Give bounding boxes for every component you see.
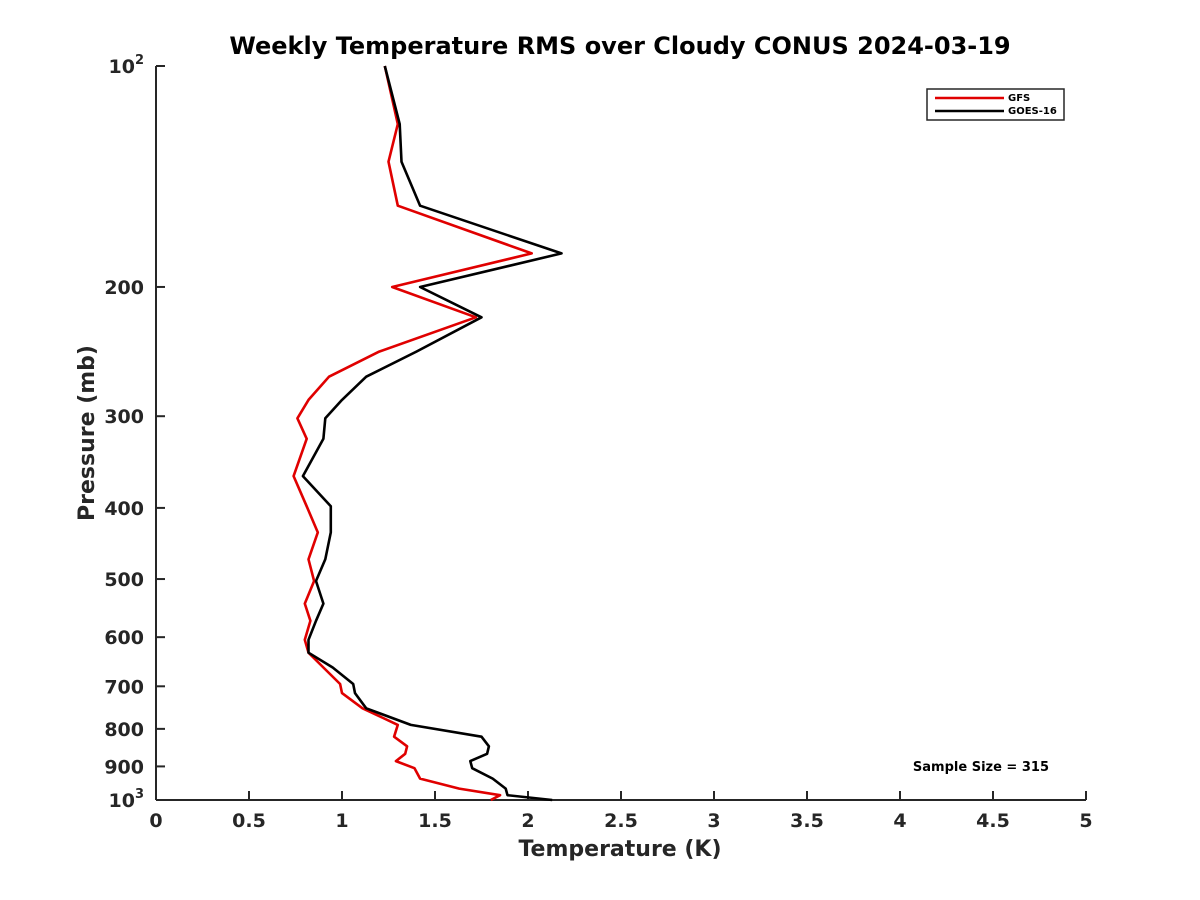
x-tick-label: 4.5 bbox=[976, 810, 1010, 832]
x-ticks: 0 0.5 1 1.5 2 2.5 3 3.5 4 4.5 5 bbox=[149, 791, 1093, 832]
x-tick-label: 2.5 bbox=[604, 810, 638, 832]
legend-label-goes16: GOES-16 bbox=[1008, 106, 1057, 117]
y-tick-label: 500 bbox=[104, 569, 144, 591]
y-tick-label: 102 bbox=[109, 53, 145, 78]
y-tick-label: 200 bbox=[104, 277, 144, 299]
x-tick-label: 1.5 bbox=[418, 810, 452, 832]
x-tick-label: 0.5 bbox=[232, 810, 266, 832]
x-tick-label: 2 bbox=[521, 810, 534, 832]
series-layer bbox=[292, 65, 563, 802]
legend: GFS GOES-16 bbox=[926, 88, 1065, 121]
y-tick-label: 900 bbox=[104, 756, 144, 778]
series-line-gfs bbox=[292, 65, 534, 802]
y-tick-label: 103 bbox=[109, 787, 145, 812]
sample-size-annotation: Sample Size = 315 bbox=[913, 760, 1049, 775]
y-tick-label: 300 bbox=[104, 406, 144, 428]
x-tick-label: 4 bbox=[893, 810, 906, 832]
x-axis-label: Temperature (K) bbox=[518, 837, 721, 862]
y-tick-label: 600 bbox=[104, 627, 144, 649]
legend-box bbox=[926, 88, 1065, 121]
x-tick-label: 3 bbox=[707, 810, 720, 832]
chart-title: Weekly Temperature RMS over Cloudy CONUS… bbox=[229, 32, 1010, 60]
series-line-goes-16 bbox=[301, 65, 563, 802]
y-ticks: 102 200 300 400 500 600 700 800 900 103 bbox=[104, 53, 165, 812]
x-tick-label: 5 bbox=[1079, 810, 1092, 832]
x-tick-label: 1 bbox=[335, 810, 348, 832]
x-tick-label: 3.5 bbox=[790, 810, 824, 832]
y-tick-label: 800 bbox=[104, 719, 144, 741]
y-tick-label: 400 bbox=[104, 498, 144, 520]
y-axis-label: Pressure (mb) bbox=[75, 345, 100, 521]
y-tick-label: 700 bbox=[104, 676, 144, 698]
x-tick-label: 0 bbox=[149, 810, 162, 832]
legend-label-gfs: GFS bbox=[1008, 93, 1030, 104]
